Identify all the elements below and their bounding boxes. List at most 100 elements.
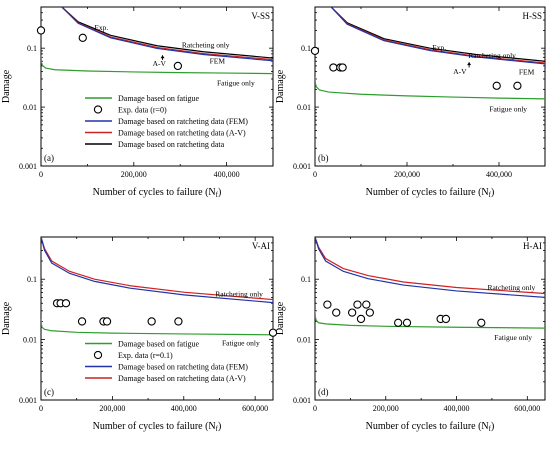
exp-data-point bbox=[323, 300, 332, 309]
exp-data-point bbox=[353, 300, 362, 309]
av-arrow-head bbox=[467, 62, 472, 66]
exp-data-point bbox=[61, 299, 71, 308]
curve-annotation: Fatigue only bbox=[222, 338, 260, 347]
curve-annotation: Ratcheting only bbox=[488, 283, 536, 292]
series-line-fatigue bbox=[315, 77, 545, 100]
x-tick-label: 200,000 bbox=[373, 404, 399, 413]
x-axis-label-main: Number of cycles to failure (N bbox=[93, 421, 216, 432]
exp-data-point bbox=[338, 63, 347, 72]
y-tick-label: 0.01 bbox=[297, 103, 311, 112]
x-tick-label: 400,000 bbox=[444, 404, 470, 413]
exp-data-point bbox=[36, 26, 46, 35]
curve-annotation: Fatigue only bbox=[489, 104, 527, 113]
exp-data-point bbox=[329, 63, 338, 72]
x-tick-label: 400,000 bbox=[486, 170, 512, 179]
x-axis-label: Number of cycles to failure (Nf) bbox=[366, 187, 495, 199]
x-tick-label: 200,000 bbox=[121, 170, 147, 179]
y-tick-label: 0.1 bbox=[27, 44, 37, 53]
y-axis-label: Damage bbox=[1, 301, 12, 335]
curve-annotation: Exp. bbox=[94, 23, 108, 32]
plot-area bbox=[315, 237, 545, 329]
curve-annotation: Exp. bbox=[432, 43, 446, 52]
x-tick-label: 0 bbox=[313, 170, 317, 179]
panel-a: 0.001 0.01 0.1 0 200,000 400,000 Number of cyc… bbox=[1, 6, 274, 199]
plot-area bbox=[315, 7, 545, 100]
x-axis-label-main: Number of cycles to failure (N bbox=[366, 187, 489, 198]
exp-data-point bbox=[365, 308, 374, 317]
av-arrow-head bbox=[160, 55, 165, 59]
exp-data-point bbox=[348, 308, 357, 317]
panel-letter: (c) bbox=[44, 387, 54, 397]
x-tick-label: 600,000 bbox=[242, 404, 268, 413]
exp-data-point bbox=[147, 317, 156, 326]
panel-d: 0.001 0.01 0.1 0 200,000 400,000 600,000 Number… bbox=[275, 236, 546, 433]
x-axis-label: Number of cycles to failure (Nf) bbox=[93, 421, 222, 433]
y-tick-label: 0.1 bbox=[27, 275, 37, 284]
x-axis-label-close: ) bbox=[218, 187, 221, 198]
x-tick-label: 0 bbox=[39, 404, 43, 413]
x-tick-label: 400,000 bbox=[214, 170, 240, 179]
plot-frame bbox=[314, 236, 546, 401]
x-axis-label: Number of cycles to failure (Nf) bbox=[93, 187, 222, 199]
plot-frame bbox=[40, 236, 274, 401]
x-tick-label: 400,000 bbox=[171, 404, 197, 413]
exp-data-point bbox=[268, 328, 278, 337]
x-tick-label: 0 bbox=[313, 404, 317, 413]
legend-label: Damage based on fatigue bbox=[118, 340, 200, 349]
x-axis-label-subscript: f bbox=[216, 191, 219, 199]
legend-label: Exp. data (r=0.1) bbox=[118, 351, 173, 360]
exp-data-point bbox=[394, 318, 403, 327]
panel-title: V-AI bbox=[252, 241, 270, 251]
x-axis-label-main: Number of cycles to failure (N bbox=[93, 187, 216, 198]
x-axis-label: Number of cycles to failure (Nf) bbox=[366, 421, 495, 433]
y-tick-label: 0.001 bbox=[19, 162, 37, 171]
x-axis-label-main: Number of cycles to failure (N bbox=[366, 421, 489, 432]
x-axis-label-close: ) bbox=[218, 421, 221, 432]
series-line-fatigue bbox=[41, 318, 273, 336]
exp-data-point bbox=[513, 81, 522, 90]
series-line-fatigue bbox=[41, 55, 273, 75]
panel-title: H-AI bbox=[523, 241, 542, 251]
legend-label: Damage based on ratcheting data (FEM) bbox=[118, 363, 248, 372]
curve-annotation: A-V bbox=[453, 67, 467, 76]
x-tick-label: 0 bbox=[39, 170, 43, 179]
exp-data-point bbox=[492, 81, 501, 90]
legend-label: Exp. data (r=0) bbox=[118, 106, 167, 115]
curve-annotation: Ratcheting only bbox=[468, 51, 516, 60]
y-tick-label: 0.001 bbox=[293, 162, 311, 171]
exp-data-point bbox=[477, 318, 486, 327]
series-line-fem bbox=[41, 237, 273, 304]
legend: Damage based on fatigue Exp. data (r=0.1)… bbox=[85, 340, 248, 383]
legend-label: Damage based on ratcheting data (FEM) bbox=[118, 117, 248, 126]
y-tick-label: 0.001 bbox=[19, 396, 37, 405]
panel-b: 0.001 0.01 0.1 0 200,000 400,000 Number of cyc… bbox=[275, 6, 546, 199]
curve-annotation: FEM bbox=[210, 56, 226, 65]
plot-area bbox=[41, 7, 273, 75]
legend-label: Damage based on ratcheting data (A-V) bbox=[118, 129, 246, 138]
exp-data-point bbox=[402, 318, 412, 327]
panel-letter: (b) bbox=[318, 153, 329, 163]
series-line-fem bbox=[61, 7, 273, 62]
plot-frame bbox=[314, 6, 546, 167]
exp-data-point bbox=[77, 317, 87, 326]
x-axis-label-close: ) bbox=[491, 187, 494, 198]
plot-frame bbox=[40, 6, 274, 167]
y-axis-label: Damage bbox=[1, 69, 12, 103]
x-axis-label-subscript: f bbox=[216, 425, 219, 433]
panel-letter: (a) bbox=[44, 153, 54, 163]
exp-data-point bbox=[102, 317, 112, 326]
exp-data-point bbox=[310, 46, 320, 56]
series-line-av bbox=[315, 237, 545, 295]
exp-data-point bbox=[332, 308, 341, 317]
x-tick-label: 200,000 bbox=[394, 170, 420, 179]
exp-data-point bbox=[441, 314, 451, 324]
exp-data-point bbox=[78, 33, 87, 42]
plot-area bbox=[41, 237, 273, 336]
exp-data-point bbox=[362, 300, 371, 309]
exp-data-point bbox=[173, 61, 183, 71]
y-tick-label: 0.01 bbox=[23, 336, 37, 345]
legend-label: Damage based on fatigue bbox=[118, 94, 200, 103]
x-tick-label: 200,000 bbox=[99, 404, 125, 413]
y-tick-label: 0.001 bbox=[293, 396, 311, 405]
